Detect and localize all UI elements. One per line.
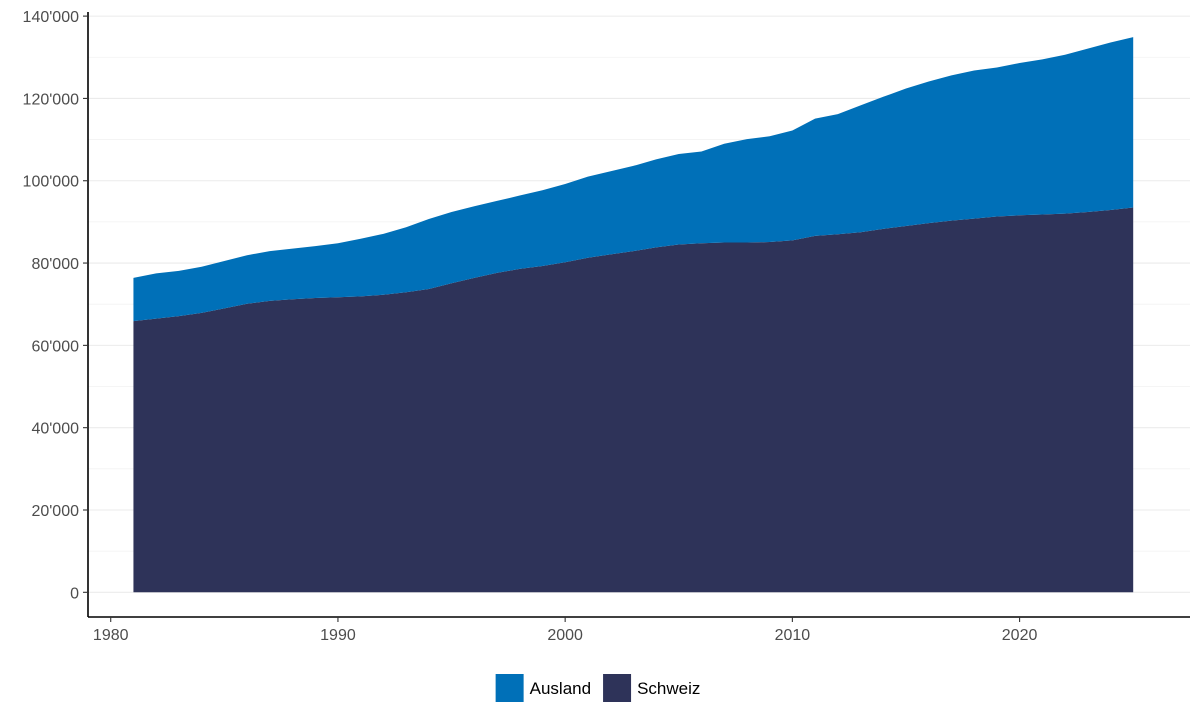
area-schweiz bbox=[133, 207, 1134, 593]
legend-swatch-ausland bbox=[495, 674, 524, 702]
y-tick-label: 40'000 bbox=[31, 421, 79, 438]
legend: Ausland Schweiz bbox=[495, 674, 700, 702]
legend-label-schweiz: Schweiz bbox=[637, 679, 700, 698]
y-tick-label: 80'000 bbox=[31, 256, 79, 273]
legend-label-ausland: Ausland bbox=[530, 679, 591, 698]
y-tick-label: 100'000 bbox=[23, 174, 80, 191]
areas bbox=[133, 37, 1134, 593]
x-tick-label: 2000 bbox=[547, 627, 583, 644]
area-ausland bbox=[133, 37, 1134, 322]
x-tick-label: 1990 bbox=[320, 627, 356, 644]
y-tick-label: 60'000 bbox=[31, 338, 79, 355]
y-tick-label: 140'000 bbox=[23, 9, 80, 26]
y-tick-label: 20'000 bbox=[31, 503, 79, 520]
axes: 0 20'000 40'000 60'000 80'000 100'000 120'000 1… bbox=[23, 9, 1190, 644]
legend-swatch-schweiz bbox=[603, 674, 632, 702]
y-tick-label: 0 bbox=[70, 585, 79, 602]
x-tick-label: 2020 bbox=[1002, 627, 1038, 644]
y-tick-label: 120'000 bbox=[23, 91, 80, 108]
x-tick-label: 2010 bbox=[775, 627, 811, 644]
x-tick-label: 1980 bbox=[93, 627, 129, 644]
